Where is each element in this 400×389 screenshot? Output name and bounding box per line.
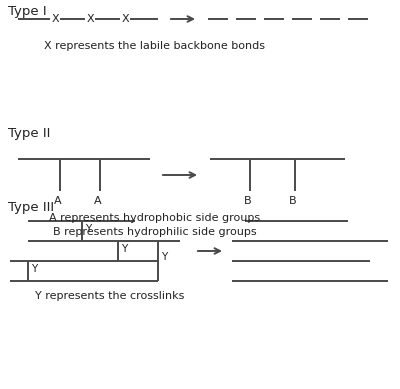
Text: X: X — [51, 14, 59, 24]
Text: B represents hydrophilic side groups: B represents hydrophilic side groups — [53, 227, 257, 237]
Text: Y: Y — [161, 252, 167, 262]
Text: X: X — [86, 14, 94, 24]
Text: A: A — [94, 196, 102, 206]
Text: X: X — [121, 14, 129, 24]
Text: Type II: Type II — [8, 127, 50, 140]
Text: X represents the labile backbone bonds: X represents the labile backbone bonds — [44, 41, 266, 51]
Text: Y: Y — [121, 244, 127, 254]
Text: Y: Y — [31, 264, 37, 274]
Text: Y: Y — [85, 224, 91, 234]
Text: B: B — [289, 196, 297, 206]
Text: A: A — [54, 196, 62, 206]
Text: Type I: Type I — [8, 5, 47, 18]
Text: Type III: Type III — [8, 201, 54, 214]
Text: A represents hydrophobic side groups: A represents hydrophobic side groups — [50, 213, 260, 223]
Text: B: B — [244, 196, 252, 206]
Text: Y represents the crosslinks: Y represents the crosslinks — [35, 291, 185, 301]
